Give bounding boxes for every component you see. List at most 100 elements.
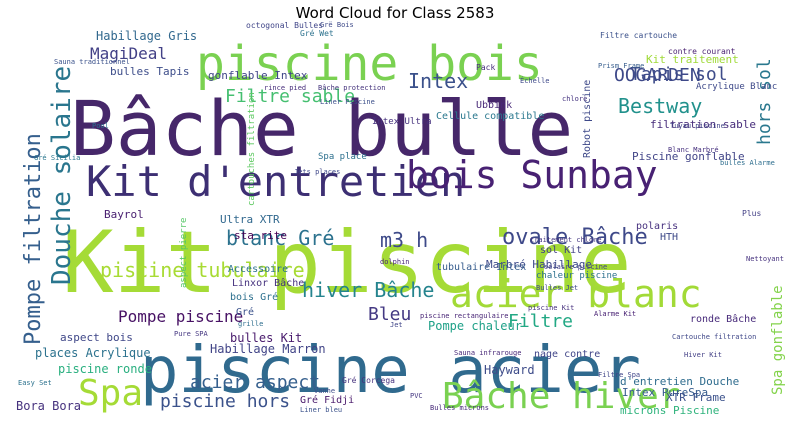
word-spa-gonflable: Spa gonflable <box>770 285 786 395</box>
word-filtre-sable: Filtre sable <box>225 86 355 107</box>
word-acrylique-blanc: Acrylique Blanc <box>696 82 777 92</box>
word-nettoyant: Nettoyant <box>746 255 784 263</box>
word-intex-ultra: Intex Ultra <box>372 117 432 127</box>
word-pompe-chaleur: Pompe chaleur <box>428 319 522 333</box>
word-habillage-marron: Habillage Marron <box>210 342 326 356</box>
word-hiver-bache: hiver Bâche <box>302 278 434 302</box>
word-piscine-acier: piscine acier <box>140 334 641 408</box>
word-chaleur-piscine: chaleur piscine <box>536 271 617 281</box>
word-pack: Pack <box>476 63 495 72</box>
word-cartouche-filtration: Cartouche filtration <box>672 333 756 341</box>
word-liner-bleu: Liner bleu <box>300 406 342 414</box>
word-bois-gre: bois Gré <box>230 291 278 303</box>
word-contre-courant: contre courant <box>668 47 736 56</box>
word-tapis-sol: Tapis sol <box>630 64 728 85</box>
word-bulles-jet: Bulles Jet <box>536 284 578 292</box>
word-bulles-microns: Bulles microns <box>430 404 489 412</box>
word-polaris: polaris <box>636 221 678 232</box>
word-robot-piscine: Robot piscine <box>582 80 593 158</box>
word-filtre-cartouche: Filtre cartouche <box>600 31 677 40</box>
word-echelle: Échelle <box>520 76 550 85</box>
word-marbre-habillage: Marbré Habillage <box>486 258 592 271</box>
word-ovale-bache: ovale Bâche <box>502 225 648 250</box>
word-spa: Spa <box>78 373 143 414</box>
word-xtr-frame: XTR Frame <box>666 391 726 404</box>
word-filtre: Filtre <box>508 311 573 332</box>
word-accessoire: Accessoire <box>228 264 288 275</box>
word-alarme-kit: Alarme Kit <box>594 310 636 318</box>
word-m3-h: m3 h <box>380 228 428 252</box>
word-cartouches-filtration: cartouches filtration <box>247 92 257 206</box>
word-tubulaire-intex: tubulaire Intex <box>436 262 526 273</box>
word-piscine-ronde: piscine ronde <box>58 362 152 376</box>
word-bulles-tapis: bulles Tapis <box>110 65 189 78</box>
word-piscine-kit: piscine Kit <box>528 304 574 312</box>
word-ubbink: Ubbink <box>476 100 512 111</box>
word-bora-bora: Bora Bora <box>16 399 81 413</box>
word-acier-aspect: acier aspect <box>190 372 320 393</box>
word-ronde-bache: ronde Bâche <box>690 313 756 325</box>
word-blanc-gre: blanc Gré <box>226 226 334 250</box>
word-pool: Pool <box>92 122 109 130</box>
word-sauna-traditionnel: Sauna traditionnel <box>54 58 130 66</box>
word-d-entretien-douche: d'entretien Douche <box>620 375 739 388</box>
word-gre-sicilia: Gré Sicilia <box>34 154 80 162</box>
word-douche-solaire: Douche solaire <box>47 66 77 285</box>
word-gre: Gré <box>236 306 254 318</box>
word-filtre-spa: Filtre Spa <box>598 371 640 379</box>
word-pompe-piscine: Pompe piscine <box>118 307 243 326</box>
word-sauna-infrarouge: Sauna infrarouge <box>454 349 521 357</box>
word-bestway: Bestway <box>618 94 702 118</box>
word-jet: Jet <box>390 321 403 329</box>
word-kit-d-entretien: Kit d'entretien <box>86 157 465 206</box>
word-spa-place: Spa place <box>318 152 367 162</box>
word-intex-purespa: Intex PureSpa <box>622 386 708 399</box>
word-intex: Intex <box>408 69 468 93</box>
word-bleu: Bleu <box>368 304 411 325</box>
word-vanne: Vanne <box>314 387 335 395</box>
word-liner-piscine: Liner Piscine <box>320 98 375 106</box>
word-aspect-bois: aspect bois <box>60 331 133 344</box>
word-rince-pied: rince pied <box>264 84 306 92</box>
word-filtration-sable: filtration sable <box>650 118 756 131</box>
word-pvc: PVC <box>410 392 423 400</box>
word-piscine-rectangulaire: piscine rectangulaire <box>420 312 509 320</box>
word-bois-sunbay: bois Sunbay <box>406 153 658 197</box>
word-kit-piscine: Kit piscine <box>62 213 632 313</box>
word-piscine-tubulaire: piscine tubulaire <box>100 258 305 282</box>
word-cellule-compatible: Cellule compatible <box>436 111 544 122</box>
word-easy-set: Easy Set <box>18 379 52 387</box>
word-gre-corcega: Gré Corcega <box>342 375 395 385</box>
word-chlore: chlore <box>562 95 587 103</box>
word-habillage-gris: Habillage Gris <box>96 29 197 43</box>
word-jets-places: Jets places <box>294 168 340 176</box>
word-bayrol: Bayrol <box>104 208 144 221</box>
word-grille: grille <box>238 320 263 328</box>
word-blanc-marbre: Blanc Marbré <box>668 146 719 154</box>
word-nage-contre: nage contre <box>534 349 600 360</box>
word-aspect-pierre: aspect pierre <box>179 218 189 288</box>
word-hiver-kit: Hiver Kit <box>684 351 722 359</box>
word-octogonal-bulles: octogonal Bulles <box>246 21 323 30</box>
word-microns-piscine: microns Piscine <box>620 404 719 417</box>
chart-title: Word Cloud for Class 2583 <box>295 4 495 22</box>
word-bulles-kit: bulles Kit <box>230 331 302 345</box>
word-bulles-alarme: bulles Alarme <box>720 159 775 167</box>
word-bache-hiver: Bâche hiver <box>442 376 680 417</box>
word-hth: HTH <box>660 232 678 243</box>
word-linxor-bache: Linxor Bâche <box>232 277 304 289</box>
word-pure-spa: Pure SPA <box>174 330 209 338</box>
word-traitement-chlore: traitement chlore <box>530 236 602 244</box>
word-kit-traitement: Kit traitement <box>646 53 739 66</box>
word-gre-bois: Grë Bois <box>320 21 354 29</box>
word-pompe-filtration: Pompe filtration <box>21 133 46 345</box>
word-piscine-bois: piscine bois <box>196 36 543 92</box>
word-oogarden: OOGARDEN <box>614 65 701 86</box>
word-bache-protection: Bâche protection <box>318 84 385 92</box>
word-sol-kit: sol Kit <box>540 245 582 256</box>
word-places-acrylique: places Acrylique <box>35 346 151 360</box>
word-ultra-xtr: Ultra XTR <box>220 213 280 226</box>
word-tuyau-piscine: Tuyau piscine <box>670 122 725 130</box>
word-dolphin: dolphin <box>380 258 410 266</box>
